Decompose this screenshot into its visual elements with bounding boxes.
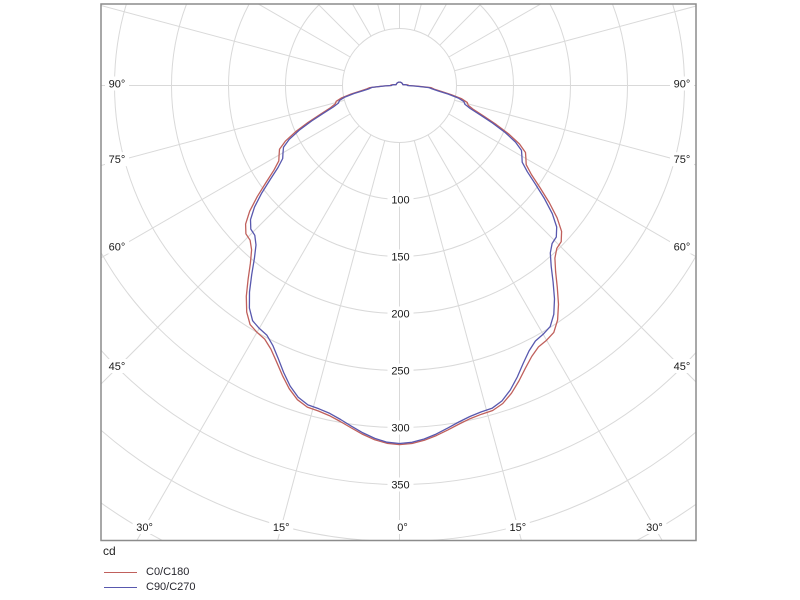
angle-tick-label-left-90: 90° (109, 79, 126, 91)
grid-ray-150 (427, 4, 448, 37)
angle-tick-label-0: 0° (397, 522, 408, 534)
grid-ray-300 (101, 113, 351, 259)
angle-tick-label-right-90: 90° (674, 79, 691, 91)
legend-line-swatch-c0-c180 (104, 571, 137, 573)
legend-line-swatch-c90-c270 (104, 586, 137, 588)
legend-label-c90-c270: C90/C270 (146, 581, 196, 593)
angle-tick-label-left-75-bg (105, 152, 129, 167)
angle-tick-label-right-15: 15° (509, 522, 526, 534)
radial-tick-label-150: 150 (391, 252, 409, 264)
angle-tick-label-left-60-bg (105, 239, 129, 254)
grid-ray-225 (317, 4, 360, 46)
radial-tick-label-200-bg (387, 306, 414, 321)
radial-tick-label-100: 100 (391, 195, 409, 207)
radial-tick-label-200: 200 (391, 309, 409, 321)
angle-tick-label-right-75: 75° (674, 154, 691, 166)
angle-tick-label-right-30-bg (642, 520, 667, 534)
radial-tick-label-250-bg (387, 363, 414, 378)
grid-ray-45 (439, 125, 696, 383)
angle-tick-label-right-30: 30° (646, 522, 663, 534)
grid-ray-135 (439, 4, 482, 46)
angle-tick-label-right-45-bg (670, 359, 694, 373)
grid-ray-75 (454, 99, 696, 166)
angle-tick-label-left-30-bg (132, 520, 157, 534)
angle-tick-label-left-90-bg (105, 76, 129, 91)
angle-tick-label-left-30: 30° (136, 522, 153, 534)
grid-ray-240 (257, 4, 351, 58)
legend-item-c90-c270: C90/C270 (104, 580, 196, 594)
angle-tick-label-left-15: 15° (273, 522, 290, 534)
angle-tick-label-left-45-bg (105, 359, 129, 373)
series-curve-c90-c270 (248, 81, 558, 445)
angle-tick-label-left-15-bg (269, 520, 294, 534)
chart-frame (100, 3, 697, 542)
grid-ray-345 (277, 140, 386, 541)
angle-tick-label-left-75: 75° (109, 154, 126, 166)
angle-tick-label-left-60: 60° (109, 242, 126, 254)
angle-tick-label-right-45: 45° (674, 361, 691, 373)
angle-tick-label-right-75-bg (670, 152, 694, 167)
radial-tick-label-150-bg (387, 249, 414, 264)
angle-tick-label-right-90-bg (670, 76, 694, 91)
angle-tick-label-0-bg (392, 520, 413, 534)
angle-tick-label-right-60: 60° (674, 242, 691, 254)
grid-ray-15 (413, 140, 522, 541)
grid-ray-60 (448, 113, 696, 258)
radial-tick-label-300-bg (387, 420, 414, 435)
units-label: cd (103, 544, 116, 558)
radial-tick-label-350-bg (387, 477, 414, 492)
chart-legend: C0/C180 C90/C270 (104, 565, 196, 594)
legend-label-c0-c180: C0/C180 (146, 566, 190, 578)
grid-ray-30 (427, 134, 663, 541)
grid-ray-285 (101, 99, 345, 167)
grid-ray-315 (101, 125, 360, 385)
radial-tick-label-100-bg (387, 192, 414, 207)
angle-tick-label-right-15-bg (505, 520, 530, 534)
grid-ring-50 (342, 28, 457, 143)
grid-ray-330 (136, 134, 372, 541)
radial-tick-label-300: 300 (391, 423, 409, 435)
grid-ray-255 (101, 4, 345, 72)
radial-tick-label-350: 350 (391, 480, 409, 492)
legend-item-c0-c180: C0/C180 (104, 565, 196, 579)
radial-tick-label-250: 250 (391, 366, 409, 378)
angle-tick-label-right-60-bg (670, 239, 694, 254)
angle-tick-label-left-45: 45° (109, 361, 126, 373)
grid-ray-105 (454, 5, 696, 72)
